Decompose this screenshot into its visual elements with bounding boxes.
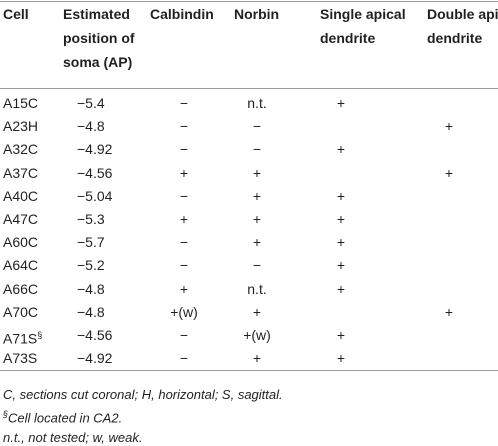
table-cell: −4.8: [77, 118, 105, 135]
table-cell: +: [252, 350, 262, 367]
table-cell: +: [336, 234, 346, 251]
table-cell: −: [252, 118, 262, 135]
footnote: §Cell located in CA2.: [3, 409, 122, 425]
table-cell: +: [179, 211, 189, 227]
table-cell: −: [179, 234, 189, 251]
header-cell: Norbin: [234, 6, 280, 22]
header-cell: Single apical: [320, 6, 406, 22]
table-cell: A40C: [3, 187, 39, 204]
table-cell: +: [336, 257, 346, 274]
table-cell: −: [252, 141, 262, 158]
table-cell: +: [336, 327, 346, 343]
table-cell: A73S: [3, 350, 38, 367]
table-cell: +: [336, 211, 346, 227]
table-cell: −: [179, 327, 189, 343]
table-cell: +: [336, 280, 346, 297]
table-cell: −: [179, 257, 189, 274]
table-cell: A60C: [3, 234, 39, 251]
footnote-text: n.t., not tested; w, weak.: [3, 430, 143, 445]
table-cell: −5.4: [77, 95, 105, 111]
header-cell: soma (AP): [63, 54, 133, 70]
table-cell: +: [444, 118, 454, 135]
table-cell: A71S§: [3, 330, 43, 347]
table-cell: +: [336, 350, 346, 367]
table-cell: +: [252, 211, 262, 227]
table-cell: +: [252, 187, 262, 204]
table-cell: −4.8: [77, 303, 105, 320]
table-cell: −: [252, 257, 262, 274]
table-cell: −4.56: [77, 327, 113, 343]
table-cell: A37C: [3, 164, 39, 181]
table-cell: −4.8: [77, 280, 105, 297]
table-cell: +: [444, 303, 454, 320]
top-rule: [0, 1, 498, 2]
header-cell: Double apical: [427, 6, 498, 22]
table-cell: +: [444, 164, 454, 181]
table-cell: −4.56: [77, 164, 113, 181]
footnote: n.t., not tested; w, weak.: [3, 430, 142, 445]
table-cell: A47C: [3, 211, 39, 227]
header-cell: Calbindin: [150, 6, 214, 22]
header-cell: dendrite: [427, 30, 483, 46]
table-cell: −: [179, 350, 189, 367]
table-cell: −4.92: [77, 350, 113, 367]
table-cell: +: [252, 164, 262, 181]
table-cell: +: [336, 187, 346, 204]
footnote: C, sections cut coronal; H, horizontal; …: [3, 387, 283, 402]
header-cell: position of: [63, 30, 135, 46]
table-cell: −: [179, 141, 189, 158]
table-cell: A70C: [3, 303, 39, 320]
footnote-text: C, sections cut coronal; H, horizontal; …: [3, 387, 283, 402]
footnote-text: Cell located in CA2.: [8, 409, 123, 425]
table-cell: −5.3: [77, 211, 105, 227]
footnote-mark: §: [37, 330, 43, 340]
table-cell: A64C: [3, 257, 39, 274]
header-rule: [0, 88, 498, 89]
table-cell: n.t.: [247, 280, 267, 297]
header-cell: dendrite: [320, 30, 376, 46]
bottom-rule: [0, 370, 498, 371]
table-cell: n.t.: [247, 95, 267, 111]
table-cell: +: [179, 280, 189, 297]
table-cell: +: [336, 141, 346, 158]
table-cell: A15C: [3, 95, 39, 111]
table-cell: A66C: [3, 280, 39, 297]
table-cell: −4.92: [77, 141, 113, 158]
table-cell: +(w): [170, 303, 198, 320]
table-cell: +: [252, 234, 262, 251]
table-cell: +: [252, 303, 262, 320]
table-cell: A23H: [3, 118, 39, 135]
table-cell: −5.04: [77, 187, 113, 204]
table-cell: +: [336, 95, 346, 111]
table-cell: −: [179, 118, 189, 135]
table-cell: −: [179, 187, 189, 204]
header-cell: Cell: [3, 6, 29, 22]
table-cell: +(w): [243, 327, 271, 343]
table-cell: −5.2: [77, 257, 105, 274]
header-cell: Estimated: [63, 6, 130, 22]
footnote-mark: §: [3, 408, 9, 419]
table-cell: −: [179, 95, 189, 111]
table-cell: −5.7: [77, 234, 105, 251]
table-cell: A32C: [3, 141, 39, 158]
table-cell: +: [179, 164, 189, 181]
